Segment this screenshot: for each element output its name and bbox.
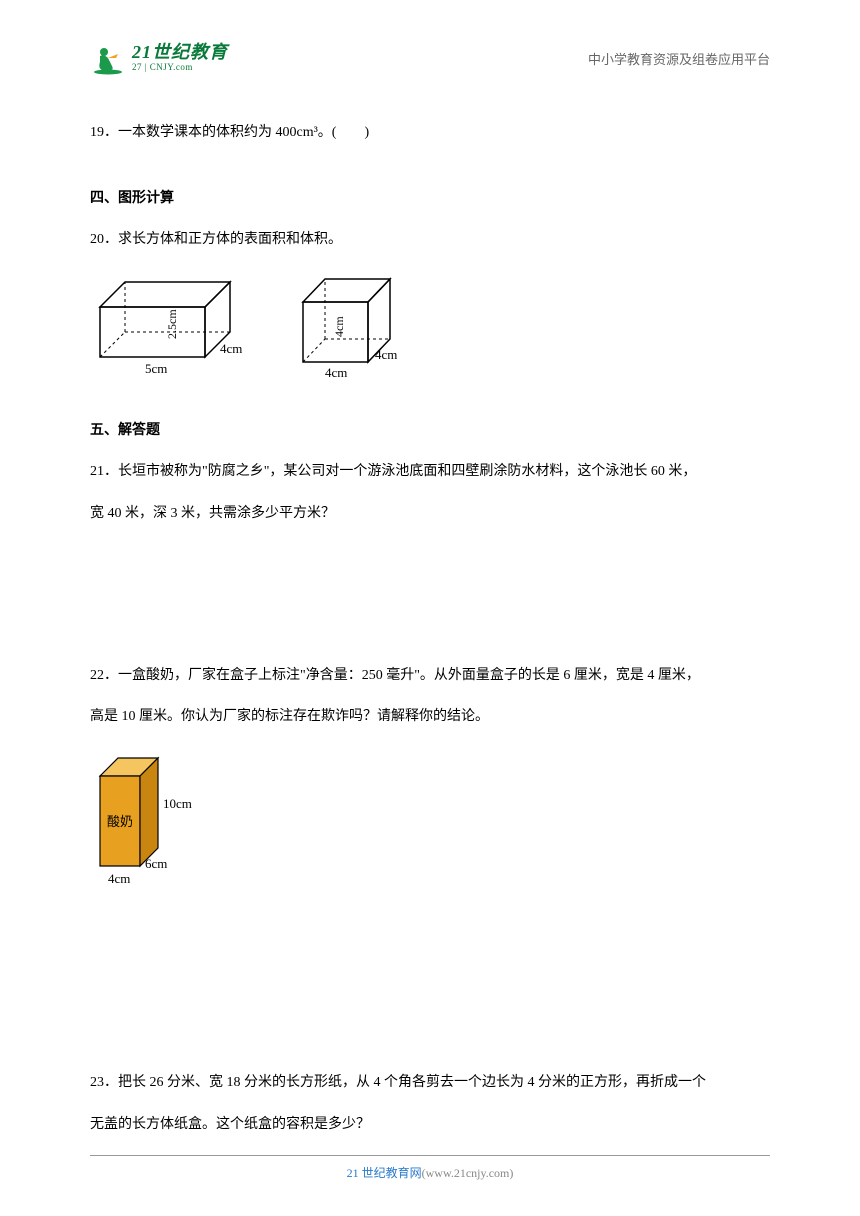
answer-space-21 xyxy=(90,539,770,659)
footer-url: (www.21cnjy.com) xyxy=(422,1166,514,1180)
section-5-title: 五、解答题 xyxy=(90,414,770,448)
answer-space-22 xyxy=(90,916,770,1066)
question-19: 19．一本数学课本的体积约为 400cm³。( ) xyxy=(90,116,770,150)
section-4-title: 四、图形计算 xyxy=(90,182,770,216)
question-20: 20．求长方体和正方体的表面积和体积。 xyxy=(90,223,770,257)
question-23-line2: 无盖的长方体纸盒。这个纸盒的容积是多少？ xyxy=(90,1108,770,1142)
svg-text:10cm: 10cm xyxy=(163,796,192,811)
svg-text:4cm: 4cm xyxy=(332,315,346,336)
logo-icon xyxy=(90,40,126,76)
logo: 21世纪教育 27 | CNJY.com xyxy=(90,40,228,76)
page-content: 19．一本数学课本的体积约为 400cm³。( ) 四、图形计算 20．求长方体… xyxy=(90,116,770,1142)
q20-figures: 5cm 4cm 2.5cm 4cm 4cm 4cm xyxy=(90,267,770,382)
logo-main-text: 21世纪教育 xyxy=(132,43,228,63)
svg-text:4cm: 4cm xyxy=(108,871,130,886)
logo-text: 21世纪教育 27 | CNJY.com xyxy=(132,43,228,73)
svg-text:2.5cm: 2.5cm xyxy=(165,308,179,338)
question-21-line2: 宽 40 米，深 3 米，共需涂多少平方米？ xyxy=(90,497,770,531)
header-right-text: 中小学教育资源及组卷应用平台 xyxy=(588,49,770,68)
svg-text:4cm: 4cm xyxy=(220,341,242,356)
question-23-line1: 23．把长 26 分米、宽 18 分米的长方形纸，从 4 个角各剪去一个边长为 … xyxy=(90,1066,770,1100)
svg-text:6cm: 6cm xyxy=(145,856,167,871)
svg-text:酸奶: 酸奶 xyxy=(107,814,133,829)
footer-divider xyxy=(90,1155,770,1156)
question-21-line1: 21．长垣市被称为"防腐之乡"，某公司对一个游泳池底面和四壁刷涂防水材料，这个泳… xyxy=(90,455,770,489)
milk-box-figure: 酸奶 10cm 6cm 4cm xyxy=(90,748,215,893)
svg-text:5cm: 5cm xyxy=(145,361,167,376)
cuboid-figure: 5cm 4cm 2.5cm xyxy=(90,267,250,382)
page-header: 21世纪教育 27 | CNJY.com 中小学教育资源及组卷应用平台 xyxy=(90,40,770,76)
question-22-line2: 高是 10 厘米。你认为厂家的标注存在欺诈吗？请解释你的结论。 xyxy=(90,700,770,734)
footer-brand: 21 世纪教育网 xyxy=(347,1166,422,1180)
logo-url-text: 27 | CNJY.com xyxy=(132,63,228,73)
svg-text:4cm: 4cm xyxy=(325,365,347,380)
svg-text:4cm: 4cm xyxy=(375,347,397,362)
page-footer: 21 世纪教育网(www.21cnjy.com) xyxy=(0,1155,860,1181)
cube-figure: 4cm 4cm 4cm xyxy=(295,267,405,382)
question-22-line1: 22．一盒酸奶，厂家在盒子上标注"净含量：250 毫升"。从外面量盒子的长是 6… xyxy=(90,659,770,693)
